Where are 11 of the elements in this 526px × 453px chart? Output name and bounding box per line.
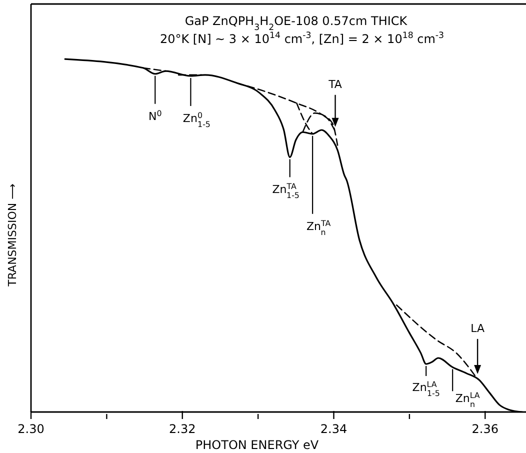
x-tick-label: 2.30 <box>18 422 44 436</box>
x-tick-label: 2.36 <box>472 422 498 436</box>
chart-subtitle: 20°K [N] ~ 3 × 10$^{14}$ cm$^{-3}$, [Zn] = 2 × 10$^{18}$ cm$^{-3}$ <box>160 31 444 46</box>
x-axis-title: PHOTON ENERGY eV <box>195 438 320 452</box>
y-axis-title: TRANSMISSION ⟶ <box>6 183 19 288</box>
x-tick-label: 2.32 <box>169 422 196 436</box>
annotation: TA <box>328 78 342 91</box>
annotation: LA <box>470 322 485 335</box>
chart-title: GaP ZnQPH$_{3}$H$_{2}$OE-108 0.57cm THICK <box>184 14 408 33</box>
annotation: N$^{0}$ <box>148 108 162 123</box>
x-tick-label: 2.34 <box>320 422 348 436</box>
